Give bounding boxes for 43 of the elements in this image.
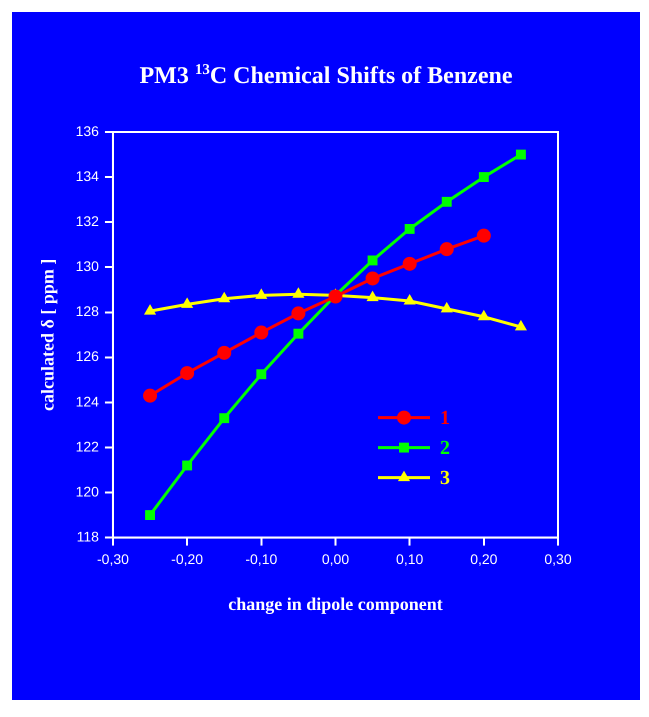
y-tick-label: 130 xyxy=(76,258,100,274)
point xyxy=(402,256,417,271)
point xyxy=(476,228,491,243)
point xyxy=(217,346,232,360)
point xyxy=(182,460,192,470)
point xyxy=(368,255,378,266)
legend-label: 2 xyxy=(440,436,450,459)
x-axis-title: change in dipole component xyxy=(228,594,443,614)
x-tick-label: -0,10 xyxy=(245,550,278,567)
y-axis-title: calculated δ [ ppm ] xyxy=(37,258,58,411)
y-tick-label: 122 xyxy=(76,438,100,454)
x-tick-label: -0,30 xyxy=(96,550,130,567)
x-tick-label: 0,10 xyxy=(396,550,424,567)
legend-label: 3 xyxy=(440,466,450,489)
point xyxy=(328,289,342,304)
x-tick-label: 0,20 xyxy=(470,550,498,567)
point xyxy=(180,366,194,380)
point xyxy=(516,150,526,160)
x-tick-label: 0,30 xyxy=(544,550,572,567)
point xyxy=(442,196,452,207)
point xyxy=(143,388,158,403)
y-tick-label: 136 xyxy=(76,122,100,139)
y-tick-label: 124 xyxy=(76,393,100,410)
y-tick-label: 118 xyxy=(76,528,100,544)
x-tick-label: -0,20 xyxy=(171,550,204,567)
point xyxy=(366,271,380,286)
y-tick-label: 120 xyxy=(76,483,100,500)
y-tick-label: 126 xyxy=(76,348,100,364)
x-tick-label: 0,00 xyxy=(322,550,350,567)
point xyxy=(254,326,268,340)
point xyxy=(219,413,230,424)
legend-label: 1 xyxy=(440,406,450,429)
y-tick-label: 134 xyxy=(76,168,100,184)
point xyxy=(478,172,489,182)
chart-title: PM3 $^{13}$C Chemical Shifts of Benzene xyxy=(138,62,514,90)
point xyxy=(291,306,306,320)
point xyxy=(440,242,454,256)
point xyxy=(293,328,304,339)
y-tick-label: 128 xyxy=(76,303,100,320)
point xyxy=(145,510,155,520)
point xyxy=(404,224,415,234)
y-tick-label: 132 xyxy=(76,212,100,229)
point xyxy=(256,369,266,380)
